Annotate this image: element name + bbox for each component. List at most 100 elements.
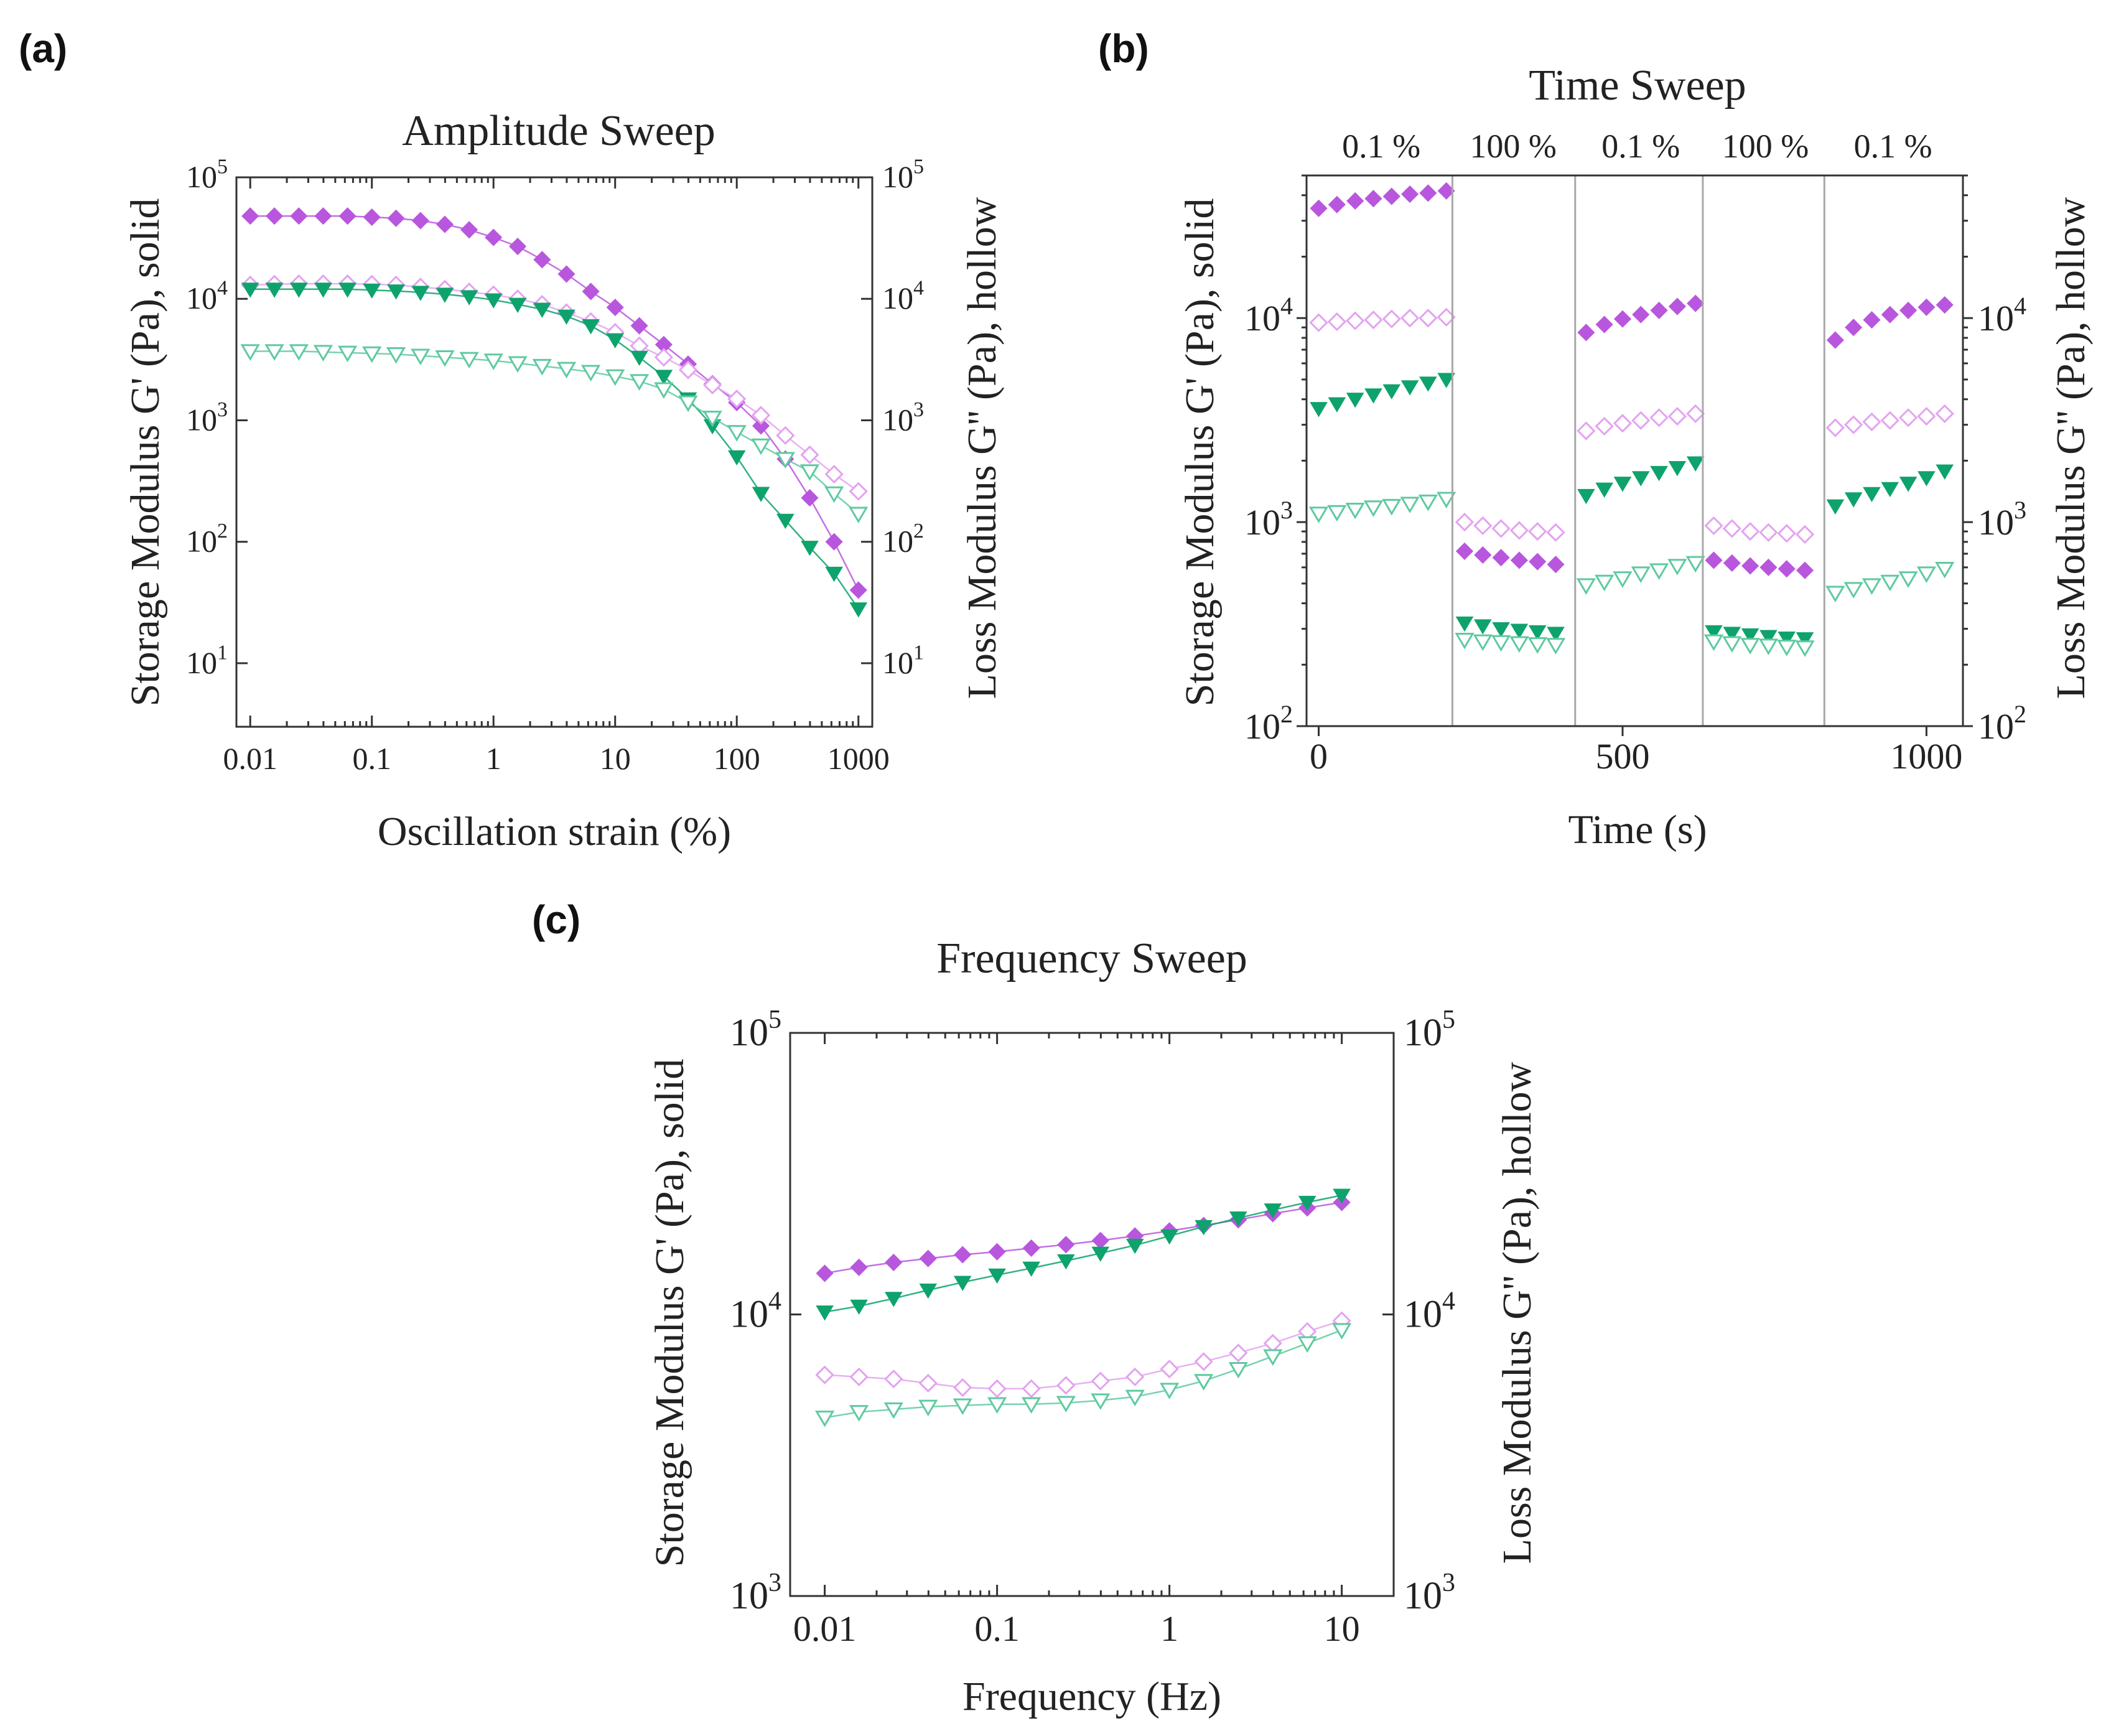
chart-b-seg1-gp_grn-point <box>1528 625 1547 641</box>
chart-b-seg2-gpp_grn-point <box>1649 563 1669 580</box>
chart-b-seg1-gp_grn-point <box>1492 622 1510 638</box>
chart-a-series-0-point <box>801 489 819 507</box>
chart-c-series-3-point <box>987 1397 1007 1414</box>
chart-b-seg3-gpp_mag-point <box>1722 519 1741 538</box>
chart-c-series-1-point <box>815 1365 834 1384</box>
chart-a-series-3-point <box>556 362 577 379</box>
chart-b-seg1-gpp_grn-point <box>1527 637 1547 654</box>
chart-a-series-0-point <box>338 207 356 225</box>
chart-b-seg3-gpp_grn-point <box>1740 638 1760 655</box>
chart-a-xtick-label: 100 <box>714 741 760 776</box>
chart-a-series-0-point <box>241 207 259 225</box>
chart-c-series-1-point <box>953 1378 972 1398</box>
chart-b-seg4-gpp_mag-point <box>1862 412 1881 432</box>
chart-c-ylabel-right: Loss Modulus G'' (Pa), hollow <box>1494 1062 1540 1564</box>
chart-a-series-3-point <box>605 369 625 386</box>
chart-c-series-2-point <box>1022 1261 1040 1277</box>
chart-a-series-0-point <box>387 209 405 227</box>
chart-c-series-3-point <box>1159 1383 1180 1399</box>
chart-b-seg4-gp_grn-point <box>1881 482 1899 498</box>
chart-a-series-3-point <box>629 374 650 391</box>
chart-c-series-0-point <box>1022 1239 1040 1257</box>
chart-b-seg1-gp_grn-point <box>1455 616 1474 632</box>
chart-b-seg2-gpp_grn-point <box>1576 578 1596 595</box>
chart-c-series-3-point <box>849 1405 869 1422</box>
chart-b-segment-labels: 0.1 % 100 % 0.1 % 100 % 0.1 % <box>1342 128 1932 165</box>
chart-b-seg0-gpp_grn-point <box>1400 497 1420 513</box>
chart-a-series-3-point <box>702 411 722 427</box>
chart-b-seg1-gpp_mag-point <box>1473 516 1493 536</box>
chart-c-series-3-point <box>1056 1396 1076 1413</box>
chart-b-seg0-gp_grn-point <box>1328 397 1346 413</box>
chart-b-segment-label: 100 % <box>1722 128 1809 165</box>
chart-b-seg3-gp_mag-point <box>1705 551 1723 569</box>
chart-b-ytick-label-left: 104 <box>1244 292 1293 338</box>
chart-c-yticks: 103 103 104 104 105 105 <box>730 1006 1455 1617</box>
chart-c-xtick-label: 1 <box>1160 1608 1178 1649</box>
chart-b-seg1-gp_mag-point <box>1492 549 1510 567</box>
chart-b-seg4-gpp_grn-point <box>1843 582 1863 599</box>
chart-a: Amplitude Sweep 0.01 0.1 1 10 100 1000 101 101… <box>123 107 1005 854</box>
chart-b-seg3-gp_mag-point <box>1759 558 1778 576</box>
chart-b-seg0-gpp_mag-point <box>1419 309 1438 328</box>
panel-label-c: (c) <box>532 897 580 942</box>
chart-a-series-3-point <box>411 348 431 366</box>
chart-a-series-0-point <box>363 208 381 226</box>
chart-a-series-1-point <box>800 445 819 465</box>
chart-b-seg4-gpp_mag-point <box>1880 411 1899 430</box>
chart-b-seg1-gp_mag-point <box>1547 556 1565 574</box>
chart-a-series-0-point <box>557 265 576 283</box>
chart-a-series-0-point <box>606 298 624 317</box>
chart-b-seg3-gpp_grn-point <box>1777 640 1797 656</box>
chart-b-xtick-label: 1000 <box>1890 736 1962 777</box>
chart-a-series-0-point <box>752 417 770 435</box>
chart-b-seg1-gp_mag-point <box>1474 546 1492 564</box>
chart-b-seg0-gpp_mag-point <box>1346 311 1365 330</box>
chart-a-series-3-point <box>483 353 503 370</box>
chart-c-series-2-point <box>884 1292 903 1307</box>
chart-a-series-2-point <box>241 282 259 298</box>
chart-b-seg0-gpp_mag-point <box>1327 312 1346 332</box>
chart-a-series-0-point <box>508 237 527 256</box>
chart-a-xtick-label: 1000 <box>827 741 890 776</box>
chart-b-seg0-gp_grn-point <box>1310 402 1328 418</box>
chart-b-seg3-gp_mag-point <box>1723 554 1741 572</box>
chart-b-ytick-label-right: 104 <box>1978 292 2026 338</box>
chart-a-series-3-point <box>337 345 358 363</box>
chart-a-xtick-label: 0.1 <box>352 741 391 776</box>
chart-b-seg0-gp_mag-point <box>1364 190 1382 208</box>
panel-label-a: (a) <box>19 26 67 71</box>
chart-b-seg1-gpp_mag-point <box>1528 521 1547 541</box>
chart-b-seg2-gp_grn-point <box>1631 471 1650 487</box>
chart-a-series-3-point <box>240 344 260 361</box>
chart-a-series-2-point <box>484 293 503 309</box>
chart-b: Time Sweep 0.1 % 100 % 0.1 % 100 % 0.1 % 0 50… <box>1177 62 2094 852</box>
chart-b-seg2-gp_mag-point <box>1650 301 1668 319</box>
chart-b-seg0-gp_mag-point <box>1310 199 1328 217</box>
chart-a-series-0-point <box>849 581 867 599</box>
chart-b-seg2-gpp_mag-point <box>1667 406 1687 426</box>
chart-a-series-2-point <box>508 297 527 313</box>
chart-a-series-2-point <box>582 319 600 335</box>
chart-b-seg1-gp_mag-point <box>1455 542 1474 560</box>
chart-c-series-1-point <box>1160 1360 1179 1379</box>
chart-b-seg4-gp_grn-point <box>1844 492 1863 508</box>
chart-b-seg3-gp_grn-point <box>1759 630 1778 645</box>
chart-c-series-3-point <box>814 1411 835 1427</box>
chart-a-series-2-point <box>436 287 454 303</box>
chart-b-seg4-gpp_mag-point <box>1917 406 1936 426</box>
chart-a-series-0-point <box>436 215 454 233</box>
chart-c-series-1-point <box>1229 1343 1248 1363</box>
chart-b-seg2-gpp_grn-point <box>1685 556 1705 573</box>
chart-c-series-2-point <box>988 1268 1006 1284</box>
chart-c-title: Frequency Sweep <box>936 935 1247 982</box>
chart-c-xtick-label: 0.1 <box>974 1608 1020 1649</box>
chart-b-seg4-gp_mag-point <box>1863 311 1881 329</box>
chart-c-series-2-point <box>1160 1229 1178 1245</box>
chart-b-seg0-gp_grn-point <box>1382 384 1401 399</box>
chart-c-series-1-point <box>1091 1371 1110 1391</box>
chart-b-seg2-gp_grn-point <box>1686 456 1705 472</box>
chart-a-ytick-label-right: 102 <box>882 520 924 559</box>
